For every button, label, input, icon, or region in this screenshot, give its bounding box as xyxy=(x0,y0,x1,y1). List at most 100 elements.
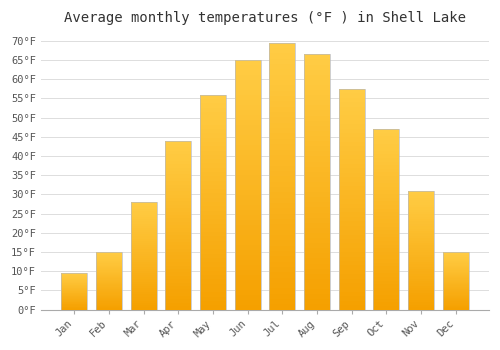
Bar xyxy=(408,300,434,302)
Bar xyxy=(442,292,468,293)
Bar xyxy=(442,295,468,296)
Bar xyxy=(234,60,260,309)
Bar xyxy=(200,189,226,194)
Bar xyxy=(338,142,364,146)
Bar xyxy=(338,234,364,239)
Bar xyxy=(200,206,226,211)
Bar xyxy=(130,305,156,307)
Bar xyxy=(166,306,192,309)
Bar xyxy=(234,65,260,70)
Bar xyxy=(62,297,88,298)
Bar xyxy=(304,141,330,146)
Bar xyxy=(130,297,156,299)
Bar xyxy=(442,297,468,298)
Bar xyxy=(373,154,399,158)
Bar xyxy=(304,279,330,284)
Bar xyxy=(408,229,434,231)
Bar xyxy=(130,254,156,256)
Bar xyxy=(270,118,295,123)
Bar xyxy=(234,150,260,155)
Bar xyxy=(130,282,156,284)
Bar xyxy=(166,144,192,147)
Bar xyxy=(304,248,330,253)
Bar xyxy=(338,230,364,235)
Bar xyxy=(96,308,122,309)
Bar xyxy=(442,288,468,289)
Bar xyxy=(96,252,122,253)
Bar xyxy=(96,291,122,292)
Bar xyxy=(166,181,192,184)
Bar xyxy=(234,280,260,285)
Bar xyxy=(442,256,468,257)
Bar xyxy=(166,158,192,161)
Bar xyxy=(96,268,122,269)
Bar xyxy=(96,299,122,300)
Bar xyxy=(270,203,295,208)
Bar xyxy=(304,121,330,126)
Bar xyxy=(166,208,192,212)
Bar xyxy=(408,226,434,229)
Bar xyxy=(200,146,226,150)
Bar xyxy=(270,182,295,187)
Bar xyxy=(234,105,260,110)
Bar xyxy=(338,155,364,160)
Bar xyxy=(442,272,468,273)
Bar xyxy=(304,289,330,294)
Bar xyxy=(442,252,468,253)
Bar xyxy=(442,303,468,304)
Bar xyxy=(166,235,192,239)
Bar xyxy=(166,191,192,195)
Bar xyxy=(442,290,468,291)
Bar xyxy=(130,249,156,252)
Bar xyxy=(338,120,364,124)
Bar xyxy=(338,106,364,111)
Bar xyxy=(442,305,468,306)
Bar xyxy=(96,280,122,281)
Bar xyxy=(408,262,434,264)
Bar xyxy=(200,228,226,232)
Bar xyxy=(442,280,468,281)
Bar xyxy=(304,197,330,202)
Bar xyxy=(166,218,192,222)
Bar xyxy=(442,266,468,267)
Bar xyxy=(62,278,88,279)
Bar xyxy=(130,219,156,222)
Bar xyxy=(442,277,468,279)
Bar xyxy=(373,151,399,154)
Bar xyxy=(130,215,156,217)
Bar xyxy=(408,245,434,248)
Bar xyxy=(270,43,295,309)
Bar xyxy=(200,267,226,271)
Bar xyxy=(130,277,156,279)
Bar xyxy=(96,253,122,254)
Bar xyxy=(200,185,226,189)
Bar xyxy=(442,261,468,262)
Bar xyxy=(373,270,399,273)
Bar xyxy=(234,295,260,300)
Bar xyxy=(234,155,260,160)
Bar xyxy=(166,154,192,158)
Bar xyxy=(200,112,226,116)
Bar xyxy=(304,202,330,208)
Bar xyxy=(338,150,364,155)
Bar xyxy=(62,289,88,290)
Bar xyxy=(373,295,399,299)
Bar xyxy=(270,171,295,176)
Bar xyxy=(96,272,122,273)
Bar xyxy=(338,204,364,208)
Bar xyxy=(200,172,226,176)
Bar xyxy=(96,269,122,271)
Bar xyxy=(200,305,226,309)
Bar xyxy=(304,233,330,238)
Bar xyxy=(338,283,364,287)
Bar xyxy=(130,292,156,294)
Bar xyxy=(408,279,434,281)
Bar xyxy=(96,267,122,268)
Bar xyxy=(200,103,226,107)
Bar xyxy=(408,269,434,272)
Bar xyxy=(234,130,260,135)
Bar xyxy=(408,281,434,284)
Bar xyxy=(234,195,260,200)
Bar xyxy=(96,264,122,265)
Bar xyxy=(96,285,122,287)
